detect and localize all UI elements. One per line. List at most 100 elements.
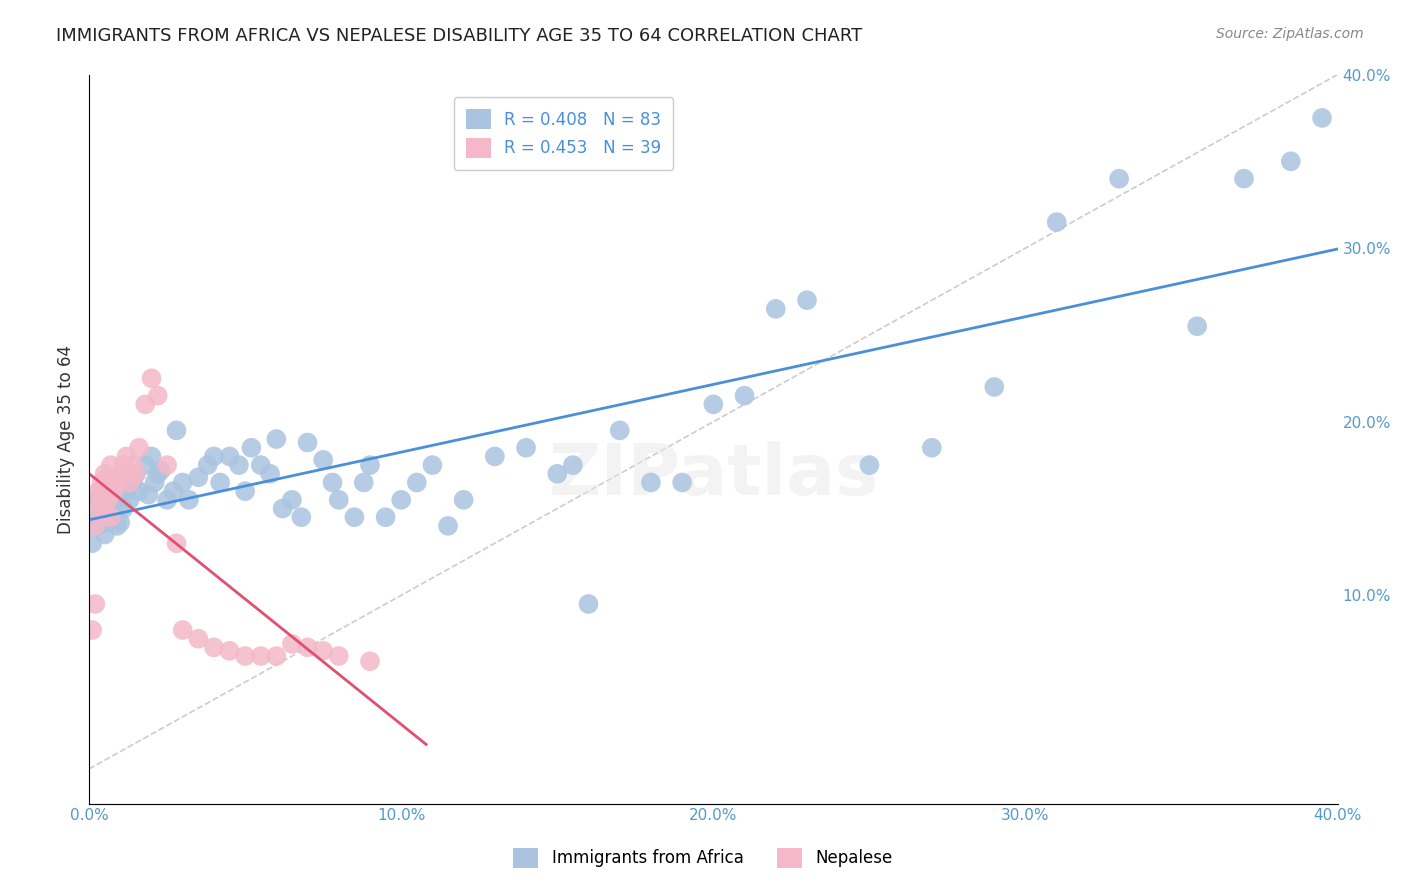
Immigrants from Africa	[209, 475, 232, 490]
Nepalese	[93, 505, 115, 519]
Immigrants from Africa	[90, 484, 112, 499]
Immigrants from Africa	[405, 475, 427, 490]
Y-axis label: Disability Age 35 to 64: Disability Age 35 to 64	[58, 344, 75, 533]
Immigrants from Africa	[118, 492, 141, 507]
Immigrants from Africa	[671, 475, 693, 490]
Immigrants from Africa	[197, 458, 219, 472]
Nepalese	[112, 458, 135, 472]
Immigrants from Africa	[103, 492, 125, 507]
Nepalese	[297, 640, 319, 655]
Immigrants from Africa	[105, 519, 128, 533]
Immigrants from Africa	[177, 492, 200, 507]
Immigrants from Africa	[143, 475, 166, 490]
Immigrants from Africa	[1310, 111, 1333, 125]
Immigrants from Africa	[271, 501, 294, 516]
Nepalese	[266, 648, 288, 663]
Immigrants from Africa	[297, 435, 319, 450]
Nepalese	[121, 458, 143, 472]
Immigrants from Africa	[146, 467, 169, 481]
Immigrants from Africa	[921, 441, 943, 455]
Immigrants from Africa	[249, 458, 271, 472]
Legend: Immigrants from Africa, Nepalese: Immigrants from Africa, Nepalese	[506, 841, 900, 875]
Immigrants from Africa	[546, 467, 568, 481]
Immigrants from Africa	[640, 475, 662, 490]
Nepalese	[82, 623, 104, 637]
Text: IMMIGRANTS FROM AFRICA VS NEPALESE DISABILITY AGE 35 TO 64 CORRELATION CHART: IMMIGRANTS FROM AFRICA VS NEPALESE DISAB…	[56, 27, 862, 45]
Immigrants from Africa	[290, 510, 312, 524]
Immigrants from Africa	[166, 423, 188, 437]
Immigrants from Africa	[233, 484, 256, 499]
Immigrants from Africa	[100, 510, 122, 524]
Nepalese	[100, 458, 122, 472]
Immigrants from Africa	[1046, 215, 1069, 229]
Text: Source: ZipAtlas.com: Source: ZipAtlas.com	[1216, 27, 1364, 41]
Immigrants from Africa	[121, 475, 143, 490]
Legend: R = 0.408   N = 83, R = 0.453   N = 39: R = 0.408 N = 83, R = 0.453 N = 39	[454, 97, 673, 169]
Immigrants from Africa	[796, 293, 818, 308]
Immigrants from Africa	[218, 450, 240, 464]
Immigrants from Africa	[322, 475, 344, 490]
Immigrants from Africa	[138, 488, 160, 502]
Immigrants from Africa	[141, 450, 163, 464]
Immigrants from Africa	[100, 481, 122, 495]
Immigrants from Africa	[389, 492, 412, 507]
Immigrants from Africa	[858, 458, 880, 472]
Nepalese	[359, 654, 381, 668]
Immigrants from Africa	[1108, 171, 1130, 186]
Nepalese	[281, 637, 304, 651]
Nepalese	[187, 632, 209, 646]
Immigrants from Africa	[93, 527, 115, 541]
Nepalese	[84, 519, 107, 533]
Nepalese	[312, 644, 335, 658]
Nepalese	[90, 492, 112, 507]
Immigrants from Africa	[110, 516, 132, 530]
Nepalese	[103, 484, 125, 499]
Immigrants from Africa	[187, 470, 209, 484]
Immigrants from Africa	[328, 492, 350, 507]
Nepalese	[100, 510, 122, 524]
Nepalese	[202, 640, 225, 655]
Immigrants from Africa	[453, 492, 475, 507]
Immigrants from Africa	[259, 467, 281, 481]
Nepalese	[97, 470, 120, 484]
Immigrants from Africa	[202, 450, 225, 464]
Immigrants from Africa	[84, 510, 107, 524]
Immigrants from Africa	[87, 519, 110, 533]
Immigrants from Africa	[105, 475, 128, 490]
Immigrants from Africa	[578, 597, 600, 611]
Nepalese	[90, 475, 112, 490]
Immigrants from Africa	[374, 510, 396, 524]
Immigrants from Africa	[149, 463, 172, 477]
Nepalese	[218, 644, 240, 658]
Immigrants from Africa	[112, 501, 135, 516]
Nepalese	[156, 458, 179, 472]
Immigrants from Africa	[1233, 171, 1256, 186]
Nepalese	[93, 467, 115, 481]
Immigrants from Africa	[343, 510, 366, 524]
Immigrants from Africa	[515, 441, 537, 455]
Immigrants from Africa	[734, 389, 756, 403]
Immigrants from Africa	[484, 450, 506, 464]
Nepalese	[328, 648, 350, 663]
Immigrants from Africa	[172, 475, 194, 490]
Immigrants from Africa	[437, 519, 460, 533]
Immigrants from Africa	[240, 441, 263, 455]
Nepalese	[249, 648, 271, 663]
Immigrants from Africa	[115, 484, 138, 499]
Immigrants from Africa	[87, 492, 110, 507]
Immigrants from Africa	[312, 453, 335, 467]
Nepalese	[134, 397, 156, 411]
Immigrants from Africa	[125, 467, 148, 481]
Immigrants from Africa	[110, 470, 132, 484]
Immigrants from Africa	[702, 397, 724, 411]
Nepalese	[110, 467, 132, 481]
Immigrants from Africa	[422, 458, 444, 472]
Nepalese	[125, 467, 148, 481]
Nepalese	[172, 623, 194, 637]
Immigrants from Africa	[353, 475, 375, 490]
Immigrants from Africa	[281, 492, 304, 507]
Immigrants from Africa	[82, 536, 104, 550]
Immigrants from Africa	[609, 423, 631, 437]
Immigrants from Africa	[228, 458, 250, 472]
Nepalese	[115, 450, 138, 464]
